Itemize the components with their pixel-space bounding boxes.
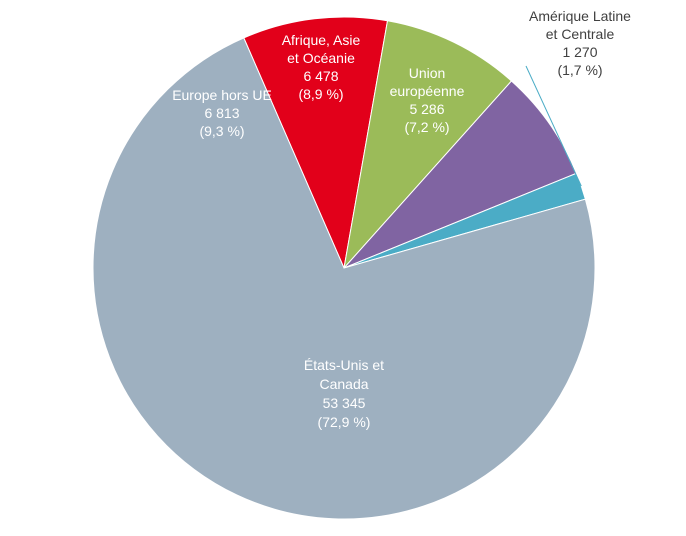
slice-label-line: 1 270: [562, 44, 597, 60]
slice-label-line: Union: [409, 65, 446, 81]
slice-label-line: et Centrale: [546, 26, 615, 42]
slice-label-line: Afrique, Asie: [282, 32, 361, 48]
slice-label-0: Europe hors UE 6 813 (9,3 %): [172, 87, 272, 139]
pie-slice-4: [92, 37, 596, 520]
slice-label-2: Union européenne 5 286 (7,2 %): [390, 65, 465, 135]
slice-label-line: Canada: [319, 376, 368, 392]
slice-label-3: Amérique Latine et Centrale 1 270 (1,7 %): [529, 8, 631, 78]
pie-slice-1: [343, 20, 513, 270]
slice-label-line: Amérique Latine: [529, 8, 631, 24]
leader-line: [525, 65, 582, 187]
slice-label-line: et Océanie: [287, 50, 355, 66]
pie-labels: Europe hors UE 6 813 (9,3 %) Afrique, Asie e…: [172, 8, 631, 430]
slice-label-1: Afrique, Asie et Océanie 6 478 (8,9 %): [282, 32, 361, 102]
slice-label-line: 6 813: [204, 105, 239, 121]
pie-slice-2: [343, 80, 578, 269]
slice-label-line: (8,9 %): [298, 86, 343, 102]
slice-label-line: Europe hors UE: [172, 87, 272, 103]
slice-label-4: États-Unis et Canada 53 345 (72,9 %): [304, 357, 384, 430]
slice-label-line: États-Unis et: [304, 357, 384, 373]
slice-label-line: 53 345: [323, 395, 366, 411]
pie-slice-0: [243, 16, 389, 270]
slice-label-line: (1,7 %): [557, 62, 602, 78]
slice-label-line: (9,3 %): [199, 123, 244, 139]
slice-label-line: (7,2 %): [404, 119, 449, 135]
slice-label-line: (72,9 %): [318, 414, 371, 430]
slice-label-line: 5 286: [409, 101, 444, 117]
slice-label-line: européenne: [390, 83, 465, 99]
slice-label-line: 6 478: [303, 68, 338, 84]
pie-slices: [92, 16, 596, 520]
